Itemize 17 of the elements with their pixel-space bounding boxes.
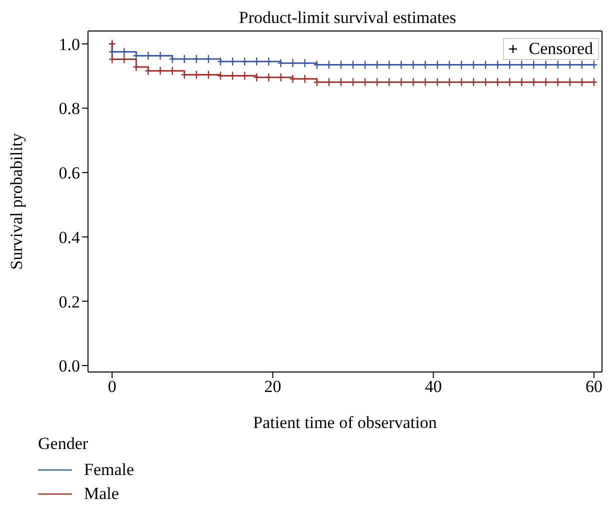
x-tick-label: 60 (585, 377, 602, 396)
x-tick-label: 40 (424, 377, 442, 396)
legend-label: Male (84, 484, 119, 504)
x-tick-label: 20 (264, 377, 282, 396)
annotation: Censored (528, 39, 593, 59)
x-tick-label: 0 (108, 377, 116, 396)
legend-label: Female (84, 460, 134, 480)
y-tick-label: 1.0 (58, 34, 80, 54)
x-axis-title: Patient time of observation (253, 413, 438, 432)
y-tick-label: 0.8 (58, 99, 80, 118)
y-axis-title: Survival probability (7, 132, 26, 270)
y-tick-label: 0.2 (58, 292, 80, 312)
y-tick-label: 0.6 (58, 164, 80, 183)
chart-title: Product-limit survival estimates (238, 8, 458, 29)
legend-title: Gender (38, 434, 90, 454)
y-tick-label: 0.0 (58, 356, 80, 376)
y-tick-label: 0.4 (58, 228, 80, 247)
